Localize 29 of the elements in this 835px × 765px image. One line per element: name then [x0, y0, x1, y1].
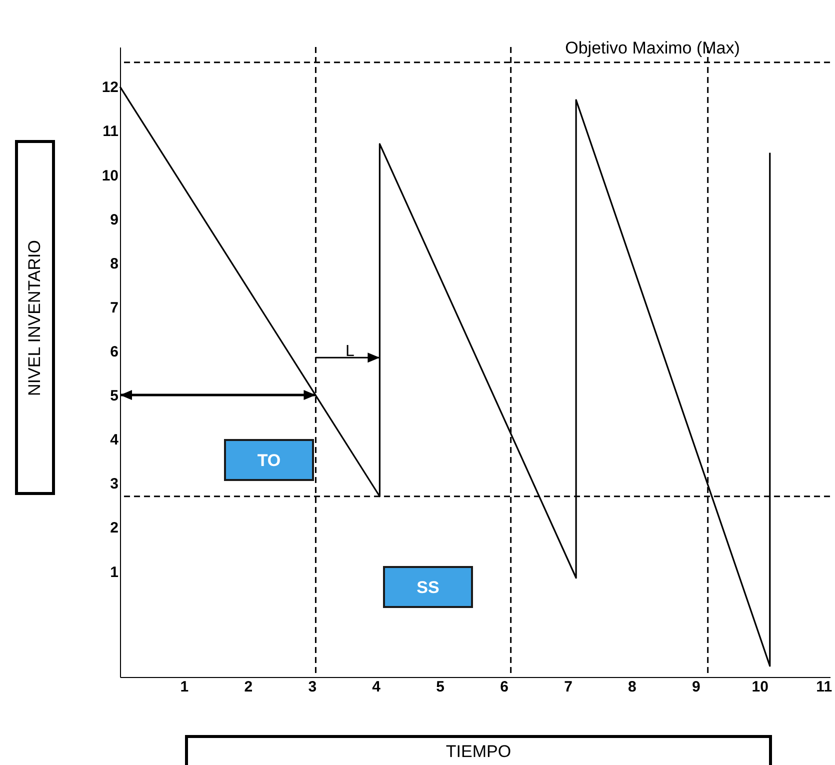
x-tick-label: 9 [692, 678, 700, 696]
y-tick-label: 7 [110, 299, 118, 316]
y-axis-title: NIVEL INVENTARIO [25, 240, 45, 396]
y-tick-label: 12 [102, 79, 118, 96]
y-tick-label: 6 [110, 343, 118, 360]
x-tick-label: 6 [500, 678, 508, 696]
y-tick-label: 1 [110, 564, 118, 581]
x-tick-label: 4 [372, 678, 382, 696]
y-tick-label: 9 [110, 211, 118, 228]
x-tick-label: 8 [628, 678, 636, 696]
x-tick-label: 10 [752, 678, 768, 696]
y-tick-label: 11 [102, 123, 118, 140]
y-tick-label: 4 [110, 432, 120, 449]
annotation: L [346, 343, 355, 360]
annotation: TO [257, 451, 281, 470]
y-tick-label: 10 [102, 167, 118, 184]
y-tick-label: 8 [110, 255, 118, 272]
x-tick-label: 3 [308, 678, 317, 696]
x-tick-label: 5 [436, 678, 444, 696]
y-tick-label: 3 [110, 476, 118, 493]
annotation: SS [416, 578, 440, 597]
x-tick-label: 11 [816, 678, 832, 696]
x-tick-label: 2 [244, 678, 253, 696]
x-tick-label: 7 [564, 678, 572, 696]
y-tick-label: 5 [110, 388, 118, 405]
x-tick-label: 1 [180, 678, 189, 696]
x-axis-title: TIEMPO [185, 735, 772, 765]
ref-line-label: Objetivo Maximo (Max) [565, 38, 740, 58]
y-tick-label: 2 [110, 520, 118, 537]
